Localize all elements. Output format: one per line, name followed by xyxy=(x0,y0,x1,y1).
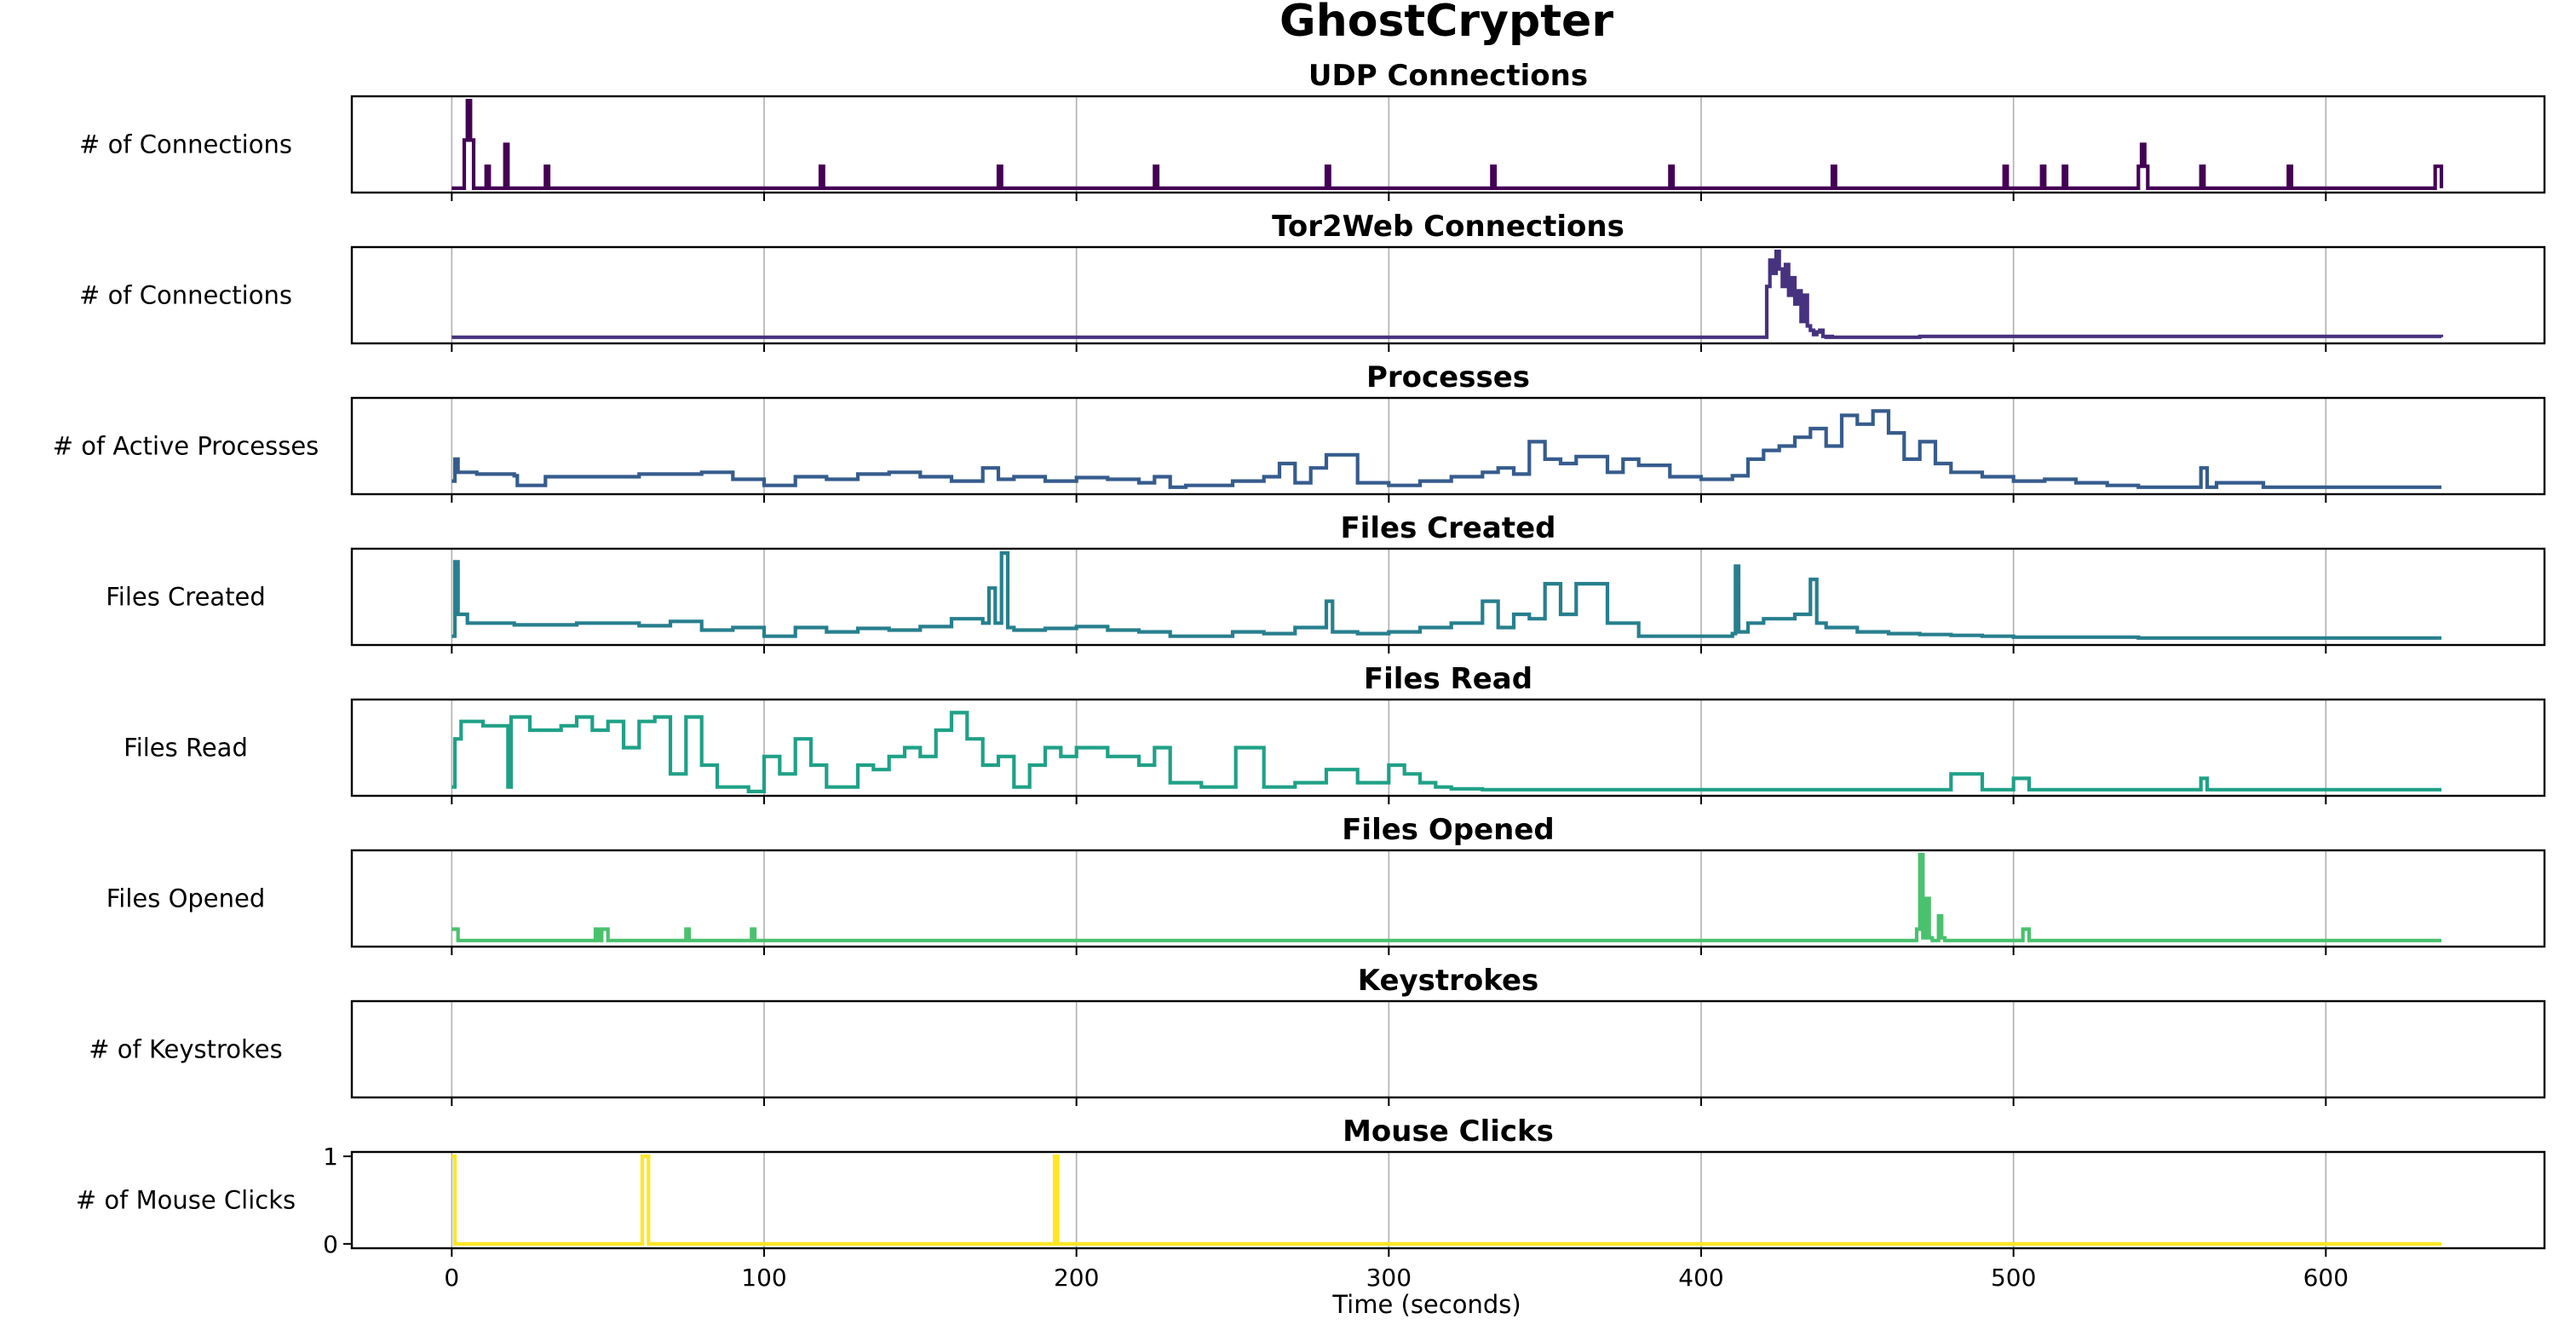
series-line xyxy=(451,99,2444,190)
y-axis-label: # of Connections xyxy=(79,281,292,310)
y-axis-label: Files Read xyxy=(124,734,248,763)
x-tick-label: 500 xyxy=(1991,1264,2036,1292)
panel-4: Files Read Files Read xyxy=(124,662,2546,804)
figure-title: GhostCrypter xyxy=(1279,0,1613,47)
panel-3: Files Created Files Created xyxy=(106,511,2546,654)
y-axis-label: # of Keystrokes xyxy=(89,1035,282,1064)
panel-0: UDP Connections # of Connections xyxy=(79,59,2546,201)
y-tick-label: 1 xyxy=(323,1143,338,1171)
panel-title: Files Created xyxy=(1340,511,1555,545)
y-axis-label: Files Created xyxy=(106,583,266,612)
y-axis-label: # of Connections xyxy=(79,130,292,159)
y-axis-label: # of Active Processes xyxy=(53,432,319,461)
axes-frame xyxy=(350,698,2546,798)
panel-6: Keystrokes # of Keystrokes xyxy=(89,964,2546,1106)
panel-title: Files Opened xyxy=(1342,813,1555,847)
panel-title: UDP Connections xyxy=(1308,59,1588,93)
series-line xyxy=(451,1155,2441,1246)
x-tick-label: 400 xyxy=(1678,1264,1723,1292)
panel-title: Keystrokes xyxy=(1358,964,1539,998)
x-tick-label: 300 xyxy=(1366,1264,1412,1292)
axes-frame xyxy=(350,1150,2546,1250)
x-tick-label: 100 xyxy=(741,1264,786,1292)
panel-5: Files Opened Files Opened xyxy=(106,813,2546,955)
y-axis-label: Files Opened xyxy=(106,884,266,913)
panel-title: Tor2Web Connections xyxy=(1272,210,1624,244)
axes-frame xyxy=(350,849,2546,948)
series-line xyxy=(451,250,2444,339)
panel-title: Files Read xyxy=(1364,662,1532,696)
x-tick-label: 600 xyxy=(2303,1264,2349,1292)
axes-frame xyxy=(350,245,2546,345)
panel-2: Processes # of Active Processes xyxy=(53,360,2546,503)
y-axis-label: # of Mouse Clicks xyxy=(76,1186,296,1215)
series-line xyxy=(451,409,2441,489)
axes-frame xyxy=(350,999,2546,1099)
panel-title: Mouse Clicks xyxy=(1343,1114,1554,1149)
panel-1: Tor2Web Connections # of Connections xyxy=(79,210,2546,352)
axes-frame xyxy=(350,396,2546,496)
x-tick-label: 200 xyxy=(1054,1264,1099,1292)
series-line xyxy=(451,853,2441,942)
axes-frame xyxy=(350,95,2546,194)
series-line xyxy=(451,551,2441,640)
x-tick-label: 0 xyxy=(444,1264,459,1292)
panel-title: Processes xyxy=(1366,360,1530,394)
y-tick-label: 0 xyxy=(323,1230,338,1258)
series-line xyxy=(451,711,2441,793)
axes-frame xyxy=(350,547,2546,647)
x-axis-label: Time (seconds) xyxy=(1331,1290,1521,1319)
panel-7: Mouse Clicks # of Mouse Clicks 0 1 0 100 200 30… xyxy=(76,1114,2546,1292)
